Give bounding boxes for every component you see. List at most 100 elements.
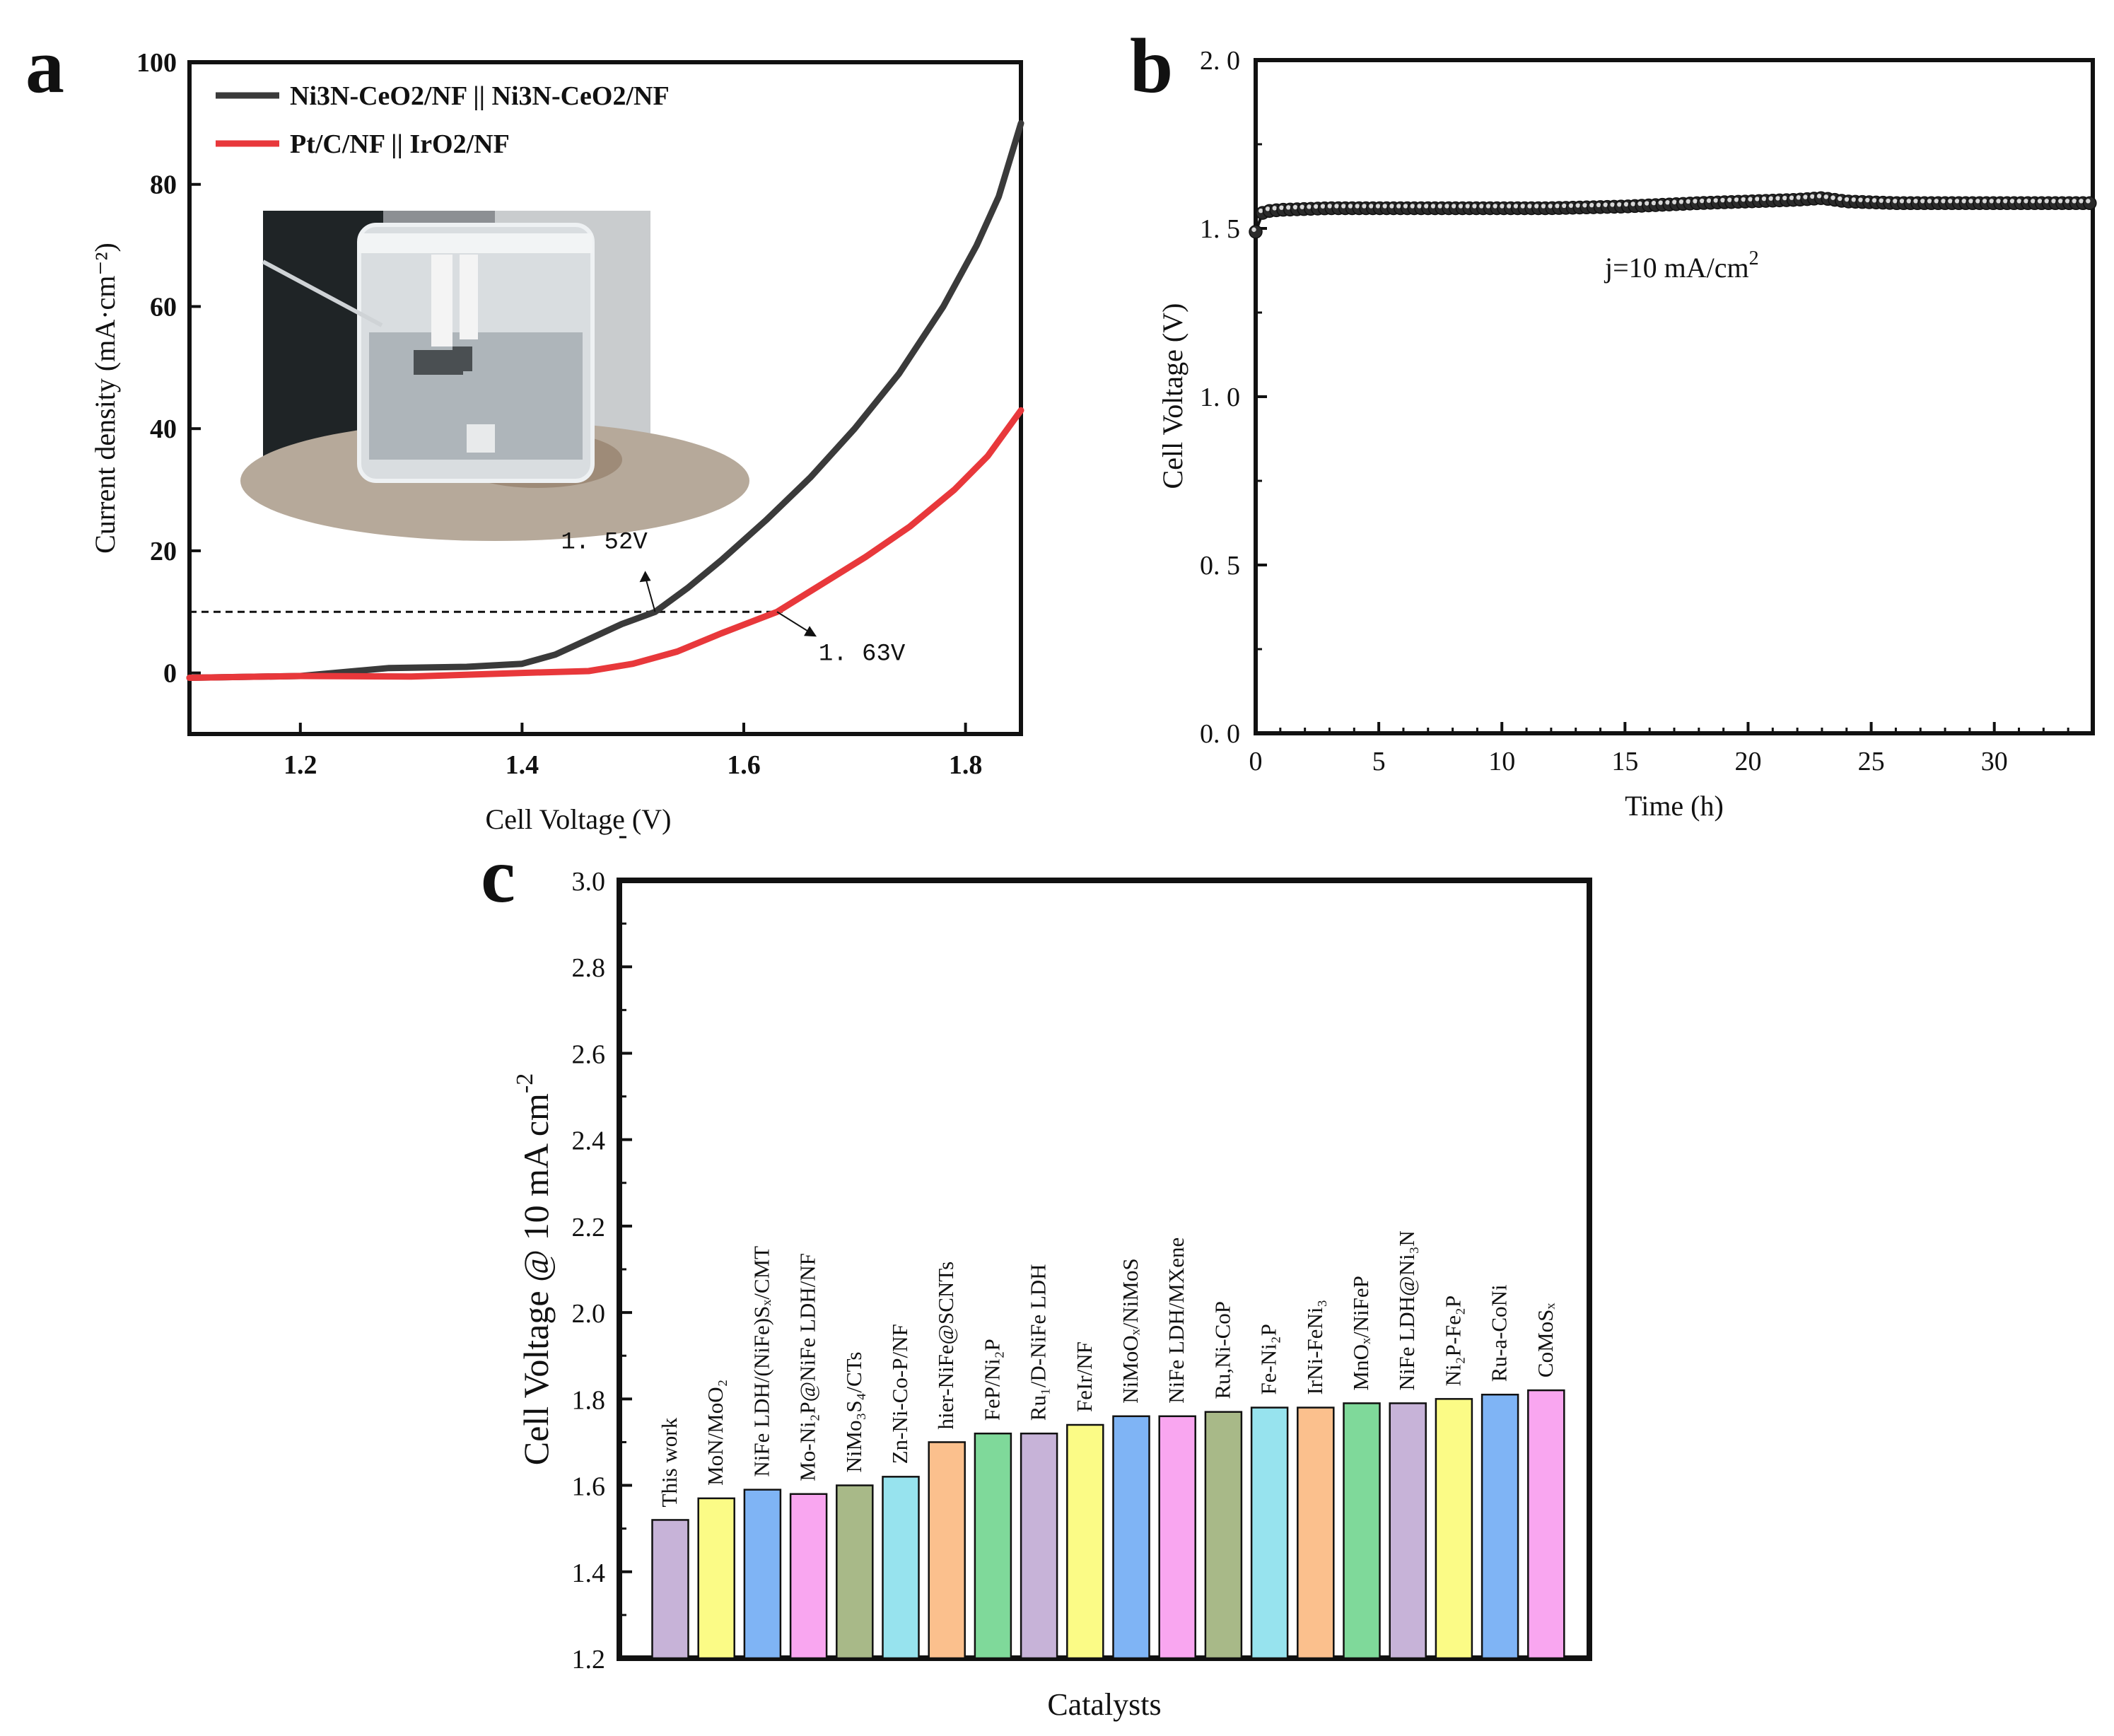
stability-point-highlight (1382, 204, 1387, 209)
stability-point-highlight (1603, 202, 1608, 207)
y-tick-label: 20 (150, 537, 177, 566)
y-tick-label: 1.6 (572, 1472, 606, 1502)
panel-b-series (1249, 191, 2097, 239)
y-tick-label: 40 (150, 414, 177, 444)
stability-point-highlight (1871, 198, 1877, 203)
annotation-arrowhead-163 (804, 626, 817, 637)
stability-point-highlight (1865, 197, 1870, 203)
stability-point-highlight (1720, 197, 1725, 203)
annotation-label-163: 1. 63V (819, 641, 906, 668)
stability-point-highlight (1672, 199, 1677, 204)
stability-point-highlight (1989, 199, 1995, 204)
annotation-label-152: 1. 52V (561, 529, 648, 556)
y-tick-label: 3.0 (572, 867, 606, 897)
annotation-arrow-163 (776, 611, 812, 634)
panel-a-plot-frame (187, 60, 1023, 736)
panel-b-annotation: j=10 mA/cm2 (1604, 247, 1759, 284)
y-tick-label: 0 (163, 659, 177, 689)
bar (651, 1519, 689, 1660)
x-tick-label: 1.6 (727, 750, 761, 780)
y-tick-label: 2.8 (572, 953, 606, 983)
inset-photo (240, 211, 749, 541)
stability-point-highlight (1954, 199, 1960, 204)
bar-category-label: hier-NiFe@SCNTs (933, 1262, 958, 1430)
stability-point-highlight (1637, 201, 1642, 206)
bar (743, 1489, 782, 1660)
stability-point-highlight (1727, 197, 1732, 202)
stability-point-highlight (1961, 199, 1967, 204)
stability-point-highlight (2079, 199, 2084, 204)
stability-point-highlight (1513, 204, 1519, 209)
stability-point-highlight (2024, 199, 2028, 204)
stability-point-highlight (2086, 199, 2091, 204)
y-tick-label: 1.4 (572, 1559, 606, 1588)
bar (1435, 1398, 1473, 1660)
bar (1389, 1402, 1427, 1660)
stability-point-highlight (1541, 204, 1546, 209)
y-tick-label: 2.6 (572, 1039, 606, 1069)
panel-a-x-axis-title: Cell Voltage (V) (486, 803, 672, 835)
x-tick-label: 1.4 (506, 750, 539, 780)
stability-point-highlight (1610, 202, 1615, 207)
stability-point-highlight (1816, 194, 1822, 199)
stability-point-highlight (1327, 204, 1332, 209)
bar (836, 1484, 874, 1660)
bar (1481, 1393, 1519, 1660)
bar-category-label: NiMo₃S₄/CTs (841, 1352, 866, 1473)
stability-point-highlight (1630, 202, 1635, 206)
panel-b-line-chart: 0 5 10 15 20 25 30 0. 0 0. 5 1. 0 1. 5 2. 0 j=10 mA… (1157, 46, 2097, 822)
stability-point-highlight (1369, 204, 1374, 209)
stability-point-highlight (1458, 204, 1464, 209)
bar-category-label: NiMoOₓ/NiMoS (1118, 1258, 1143, 1403)
stability-point-highlight (1465, 204, 1470, 209)
stability-point-highlight (1968, 199, 1973, 204)
stability-point-highlight (1734, 197, 1739, 202)
stability-point-highlight (1430, 204, 1436, 209)
stability-point-highlight (1858, 197, 1863, 202)
bar-category-label: CoMoSₓ (1533, 1303, 1558, 1377)
annotation-arrow-152 (644, 576, 656, 612)
stability-point-highlight (1934, 199, 1939, 204)
bar (928, 1441, 966, 1660)
bar-category-label: Fe-Ni₂P (1256, 1324, 1281, 1394)
y-tick-label: 100 (136, 48, 177, 78)
x-tick-label: 0 (1249, 747, 1263, 776)
bar-category-label: Ru,Ni-CoP (1210, 1301, 1234, 1399)
y-tick-label: 0. 5 (1200, 551, 1240, 581)
bar-category-label: NiFe LDH/(NiFe)Sₓ/CMT (749, 1246, 773, 1477)
x-tick-label: 20 (1734, 747, 1761, 776)
stability-point-highlight (1320, 204, 1326, 209)
stability-point-highlight (1279, 205, 1284, 210)
stability-point-highlight (1479, 204, 1484, 209)
stability-point-highlight (2003, 199, 2008, 204)
panel-c-x-axis-title: Catalysts (1047, 1687, 1161, 1722)
annotation-arrowhead-152 (639, 571, 651, 583)
bar-category-label: This work (657, 1417, 682, 1507)
bar (1020, 1432, 1058, 1660)
stability-point-highlight (1851, 197, 1857, 202)
x-tick-label: 25 (1858, 747, 1885, 776)
stability-point-highlight (1493, 204, 1497, 209)
bar-category-label: MoN/MoO₂ (703, 1380, 728, 1486)
stability-point-highlight (1623, 202, 1629, 207)
stability-point-highlight (1417, 204, 1422, 209)
bar-category-label: NiFe LDH/MXene (1164, 1237, 1189, 1404)
y-tick-label: 2.0 (572, 1299, 606, 1329)
stability-point-highlight (1982, 199, 1987, 204)
stability-point-highlight (1830, 195, 1835, 200)
stability-point-highlight (1768, 196, 1773, 201)
stability-point-highlight (1562, 203, 1567, 209)
stability-point-highlight (1341, 204, 1346, 209)
bar (697, 1497, 735, 1660)
stability-point-highlight (2072, 199, 2077, 204)
bar (789, 1493, 828, 1660)
legend-label-ni3n: Ni3N-CeO2/NF || Ni3N-CeO2/NF (290, 81, 670, 111)
stability-point-highlight (1472, 204, 1477, 209)
series-line-ptc (186, 407, 1024, 681)
stability-point-highlight (1348, 204, 1353, 209)
stability-point-highlight (1452, 204, 1456, 209)
stability-point-highlight (1375, 204, 1381, 209)
stability-point-highlight (1548, 204, 1553, 209)
panel-letter-b: b (1130, 23, 1173, 109)
